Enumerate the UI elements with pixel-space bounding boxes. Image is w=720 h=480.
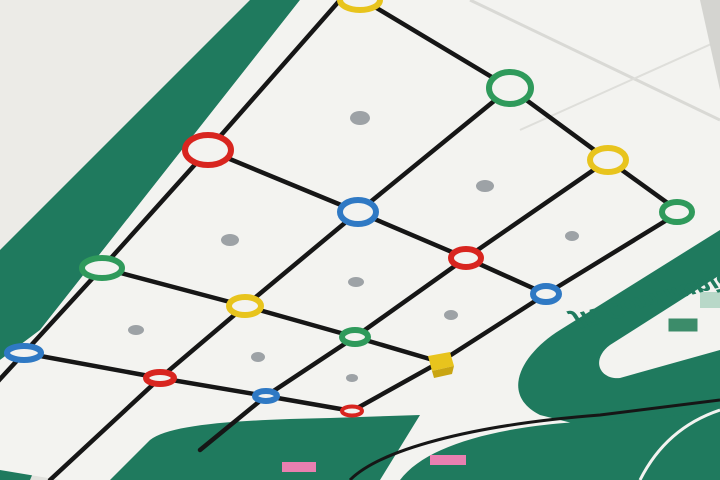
ring-yellow [226, 294, 264, 318]
ring-green [79, 255, 125, 281]
grid-row-3 [99, 265, 443, 365]
ring-red [182, 132, 234, 168]
mat-fold [519, 39, 720, 131]
ring-blue [530, 283, 562, 305]
ring-red [340, 404, 364, 418]
ring-green [339, 327, 371, 347]
cell-dots [128, 111, 579, 382]
mat-white-island [599, 275, 720, 379]
cell-dot [346, 374, 358, 382]
cell-dot [128, 325, 144, 335]
intersection-rings [4, 0, 695, 418]
mat-track-line [348, 398, 720, 480]
cell-dot [476, 180, 494, 192]
cell-dot [565, 231, 579, 241]
ring-blue [4, 343, 44, 363]
grid-row-1 [358, 0, 683, 215]
mat-fold [469, 0, 720, 122]
grid-col-4 [349, 209, 683, 414]
mat-pink-tag [430, 455, 466, 465]
ring-blue [337, 197, 379, 227]
cell-dot [444, 310, 458, 320]
cell-dot [348, 277, 364, 287]
yellow-block [428, 352, 454, 378]
ring-red [143, 369, 177, 387]
mat-track-line [638, 408, 720, 480]
mat-green-track-bottom-right [400, 410, 720, 480]
mat-sticker [700, 292, 720, 308]
ring-yellow [587, 145, 629, 175]
cell-dot [251, 352, 265, 362]
ring-green [659, 199, 695, 225]
ring-yellow [337, 0, 383, 13]
mat-pink-tag [282, 462, 316, 472]
grid-row-2 [205, 147, 549, 297]
ring-green [486, 69, 534, 107]
backdrop-edge [700, 0, 720, 90]
mat-green-track-bottom [110, 415, 420, 480]
ring-blue [252, 388, 280, 404]
ring-red [448, 246, 484, 270]
mat-sticker [667, 317, 699, 333]
cell-dot [221, 234, 239, 246]
grid-row-4 [21, 350, 355, 414]
cell-dot [350, 111, 370, 125]
mat-green-border-left [0, 0, 300, 360]
